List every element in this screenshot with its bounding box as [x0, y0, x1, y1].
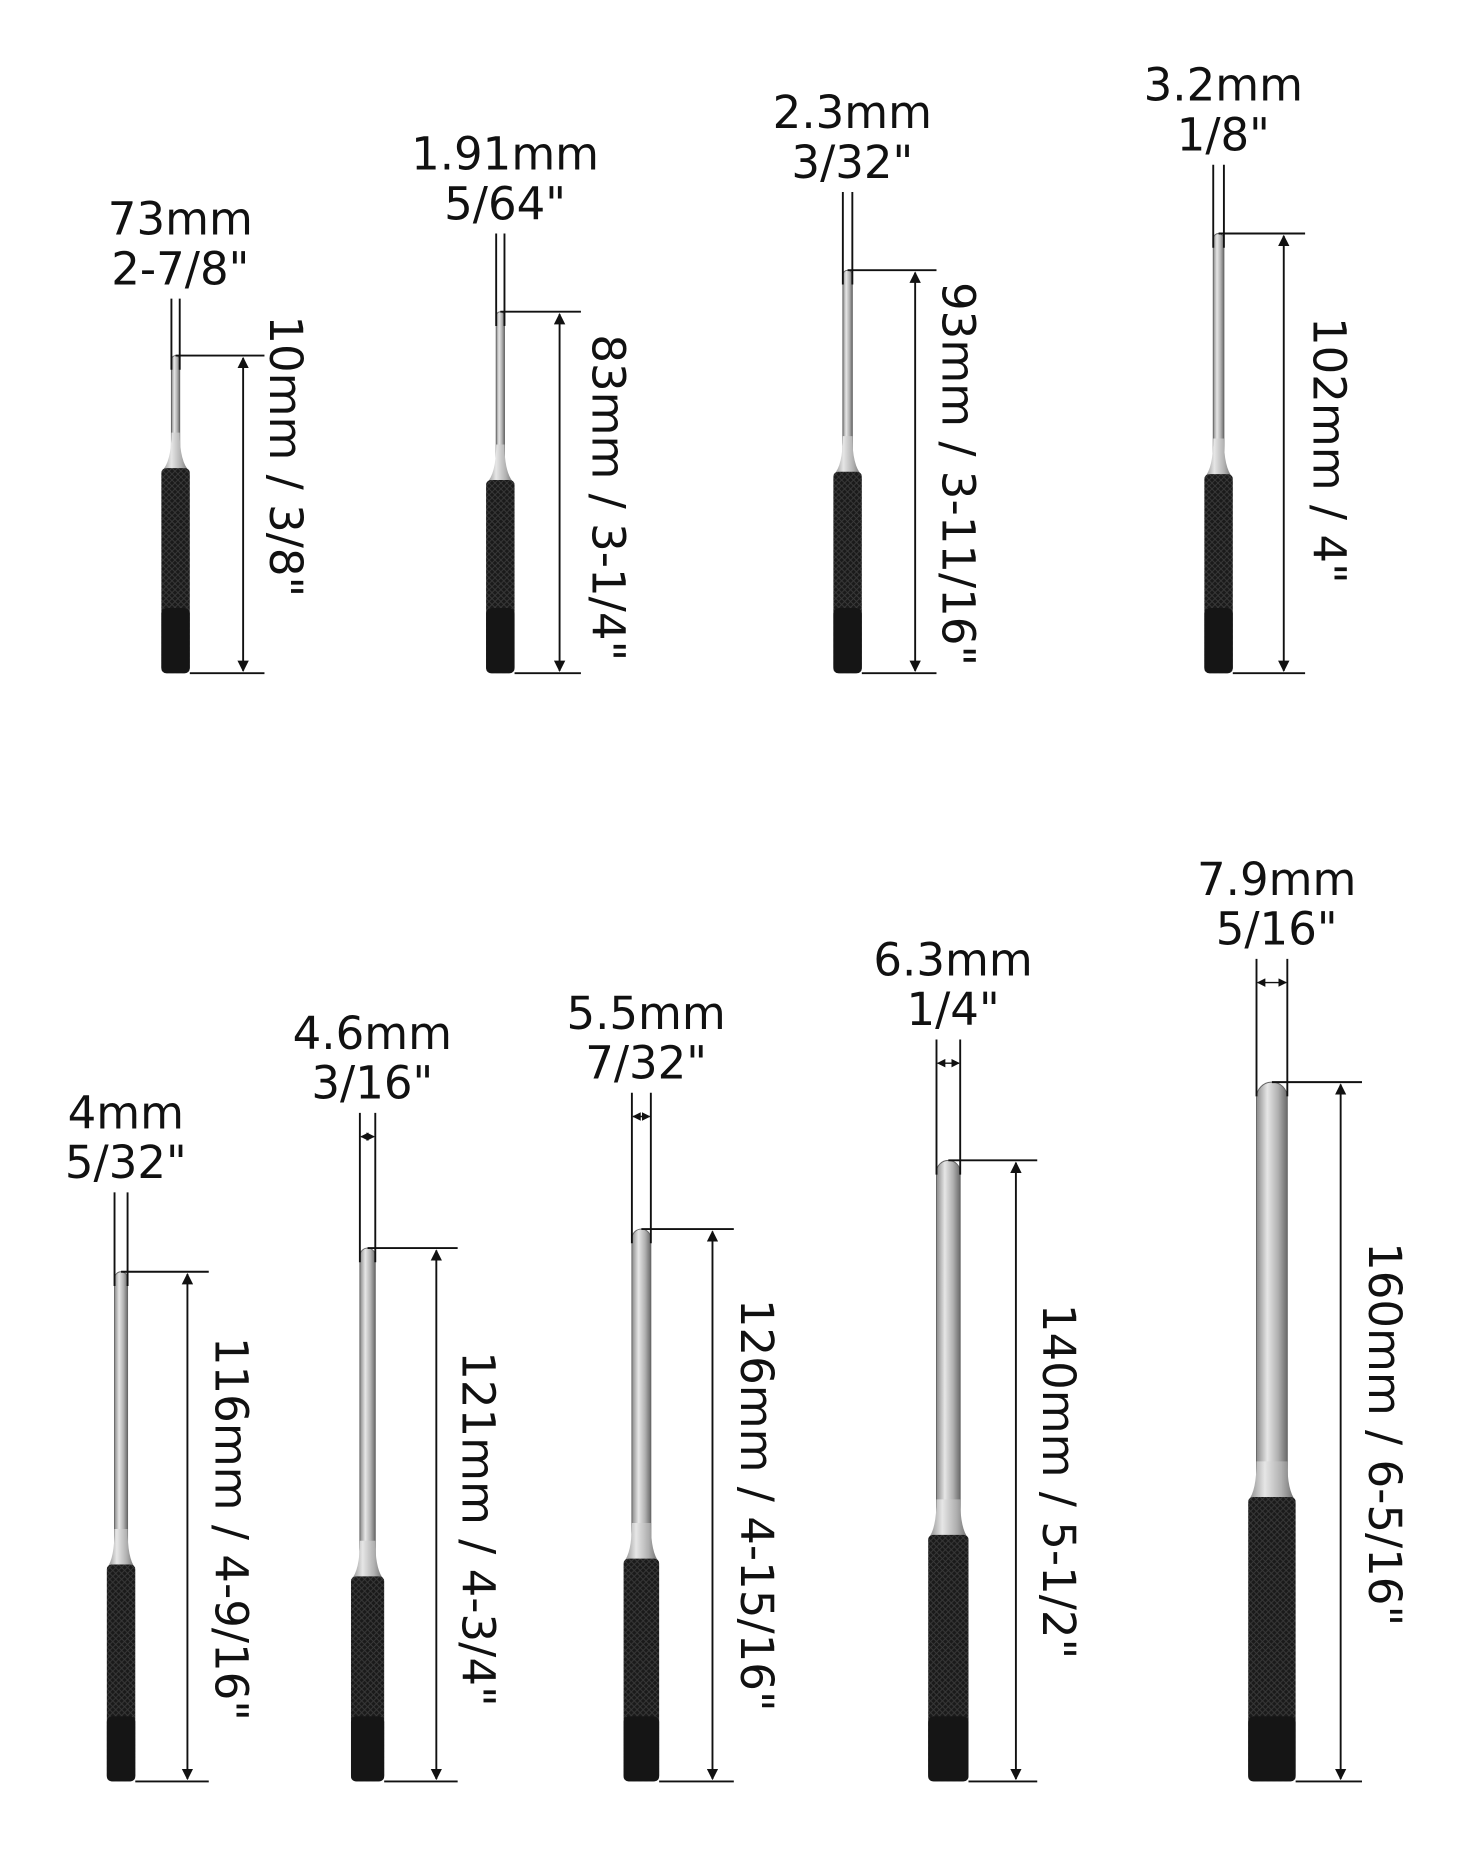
length-label: 116mm / 4-9/16" — [205, 1337, 258, 1721]
diameter-in: 5/16" — [1216, 903, 1338, 956]
punch-base — [928, 1716, 969, 1782]
diameter-in: 5/64" — [444, 177, 566, 230]
punch-handle — [1248, 1496, 1296, 1782]
punch-neck — [106, 1528, 136, 1569]
diameter-mm: 4.6mm — [293, 1007, 452, 1060]
punch-base — [486, 608, 515, 674]
punch-shaft — [936, 1159, 961, 1542]
punch-shaft — [1256, 1081, 1288, 1504]
length-label: 10mm / 3/8" — [259, 315, 312, 597]
diameter-in: 1/4" — [907, 983, 1000, 1036]
punch-neck — [1248, 1461, 1296, 1501]
diameter-mm: 73mm — [108, 193, 253, 246]
length-label: 83mm / 3-1/4" — [582, 334, 635, 661]
punch-shaft — [359, 1247, 376, 1583]
diameter-in: 1/8" — [1177, 109, 1270, 162]
diameter-in: 3/16" — [311, 1057, 433, 1110]
length-label: 121mm / 4-3/4" — [451, 1351, 504, 1706]
diameter-in: 3/32" — [791, 136, 913, 189]
diameter-mm: 7.9mm — [1197, 853, 1356, 906]
punch-neck — [623, 1523, 660, 1563]
punch-neck — [1204, 438, 1233, 478]
diameter-in: 7/32" — [585, 1037, 707, 1090]
punch-base — [106, 1716, 136, 1782]
punch-base — [833, 608, 862, 674]
diameter-in: 5/32" — [65, 1136, 187, 1189]
diameter-mm: 3.2mm — [1144, 59, 1303, 112]
punch-neck — [350, 1540, 385, 1580]
punch-base — [623, 1716, 660, 1782]
diameter-mm: 4mm — [68, 1086, 184, 1139]
length-label: 102mm / 4" — [1302, 317, 1355, 584]
diameter-mm: 2.3mm — [773, 86, 932, 139]
punch-neck — [928, 1499, 969, 1539]
length-label: 126mm / 4-15/16" — [730, 1299, 783, 1712]
length-label: 140mm / 5-1/2" — [1032, 1304, 1085, 1659]
punch-base — [1248, 1716, 1296, 1782]
length-label: 160mm / 6-5/16" — [1358, 1242, 1411, 1626]
punch-neck — [833, 436, 862, 476]
length-label: 93mm / 3-11/16" — [931, 282, 984, 666]
punch-neck — [161, 432, 190, 472]
punch-base — [1204, 608, 1233, 674]
diameter-in: 2-7/8" — [111, 242, 249, 295]
punch-shaft — [631, 1228, 652, 1565]
diameter-mm: 5.5mm — [566, 987, 725, 1040]
punch-base — [350, 1716, 385, 1782]
diameter-mm: 1.91mm — [411, 127, 599, 180]
punch-shaft — [114, 1271, 129, 1571]
punch-base — [161, 608, 190, 674]
punch-neck — [486, 444, 515, 484]
diameter-mm: 6.3mm — [873, 933, 1032, 986]
